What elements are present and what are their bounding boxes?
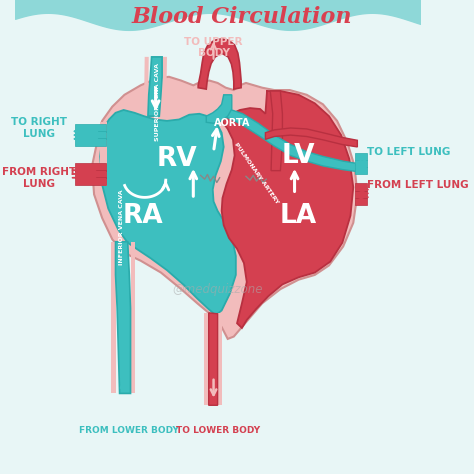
Polygon shape <box>206 95 232 123</box>
Polygon shape <box>75 124 106 132</box>
Polygon shape <box>356 167 367 174</box>
Polygon shape <box>356 153 367 160</box>
Polygon shape <box>75 138 106 146</box>
Polygon shape <box>209 313 218 405</box>
Polygon shape <box>144 57 149 114</box>
Text: TO LOWER BODY: TO LOWER BODY <box>175 426 260 435</box>
Polygon shape <box>198 39 241 89</box>
Text: AORTA: AORTA <box>214 118 250 128</box>
Text: LA: LA <box>280 203 317 228</box>
Text: SUPERIOR VENA CAVA: SUPERIOR VENA CAVA <box>155 63 160 141</box>
Polygon shape <box>270 91 283 171</box>
Polygon shape <box>204 313 209 405</box>
Polygon shape <box>75 170 106 178</box>
Polygon shape <box>356 183 367 191</box>
Polygon shape <box>265 128 357 147</box>
Text: LV: LV <box>282 144 315 169</box>
Text: Blood Circulation: Blood Circulation <box>132 6 352 27</box>
Text: TO UPPER
BODY: TO UPPER BODY <box>184 36 243 58</box>
Polygon shape <box>356 191 367 198</box>
Polygon shape <box>222 91 353 328</box>
Polygon shape <box>92 77 357 339</box>
Text: INFERIOR VENA CAVA: INFERIOR VENA CAVA <box>118 190 124 265</box>
Polygon shape <box>356 198 367 205</box>
Text: TO RIGHT
LUNG: TO RIGHT LUNG <box>11 117 67 139</box>
Text: FROM RIGHT
LUNG: FROM RIGHT LUNG <box>2 167 76 189</box>
Text: RV: RV <box>157 146 197 172</box>
Polygon shape <box>148 57 162 116</box>
Polygon shape <box>75 131 106 139</box>
Polygon shape <box>356 160 367 167</box>
Polygon shape <box>218 313 222 405</box>
Text: @medquizzone: @medquizzone <box>173 283 263 296</box>
Polygon shape <box>75 163 106 171</box>
Polygon shape <box>130 242 135 393</box>
Polygon shape <box>75 177 106 185</box>
Polygon shape <box>100 110 236 315</box>
Polygon shape <box>100 122 108 186</box>
Text: RA: RA <box>122 203 163 228</box>
Polygon shape <box>224 110 357 172</box>
Text: TO LEFT LUNG: TO LEFT LUNG <box>367 146 451 157</box>
Text: PULMONARY ARTERY: PULMONARY ARTERY <box>233 141 279 205</box>
Text: FROM LEFT LUNG: FROM LEFT LUNG <box>367 180 469 190</box>
Polygon shape <box>116 242 130 393</box>
Text: FROM LOWER BODY: FROM LOWER BODY <box>79 426 178 435</box>
Polygon shape <box>162 57 167 114</box>
Polygon shape <box>111 242 116 393</box>
